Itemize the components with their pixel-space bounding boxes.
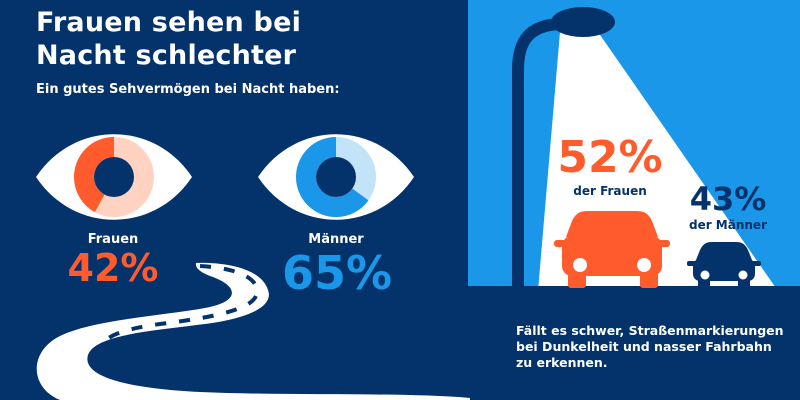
label-women: der Frauen bbox=[573, 184, 647, 198]
note-text: Fällt es schwer, Straßenmarkierungen bei… bbox=[516, 323, 786, 371]
streetlight-illustration bbox=[468, 7, 800, 291]
title-line-1: Frauen sehen bei bbox=[36, 7, 302, 38]
note-line-1: Fällt es schwer, Straßenmarkierungen bbox=[516, 323, 784, 338]
eye-maenner bbox=[256, 128, 416, 230]
value-women: 52% bbox=[557, 132, 663, 183]
page-title: Frauen sehen bei Nacht schlechter bbox=[36, 6, 301, 72]
subtitle: Ein gutes Sehvermögen bei Nacht haben: bbox=[36, 82, 340, 97]
eye-frauen bbox=[34, 128, 194, 230]
note-line-3: zu erkennen. bbox=[516, 355, 608, 370]
note-line-2: bei Dunkelheit und nasser Fahrbahn bbox=[516, 339, 772, 354]
car-icon-men bbox=[687, 242, 761, 288]
eye-icon bbox=[36, 134, 192, 220]
value-frauen: 42% bbox=[67, 246, 159, 290]
eye-label-maenner: Männer bbox=[308, 232, 364, 247]
car-icon-women bbox=[554, 211, 670, 288]
streetlight-panel: 52% der Frauen 43% der Männer bbox=[468, 0, 800, 291]
eye-icon bbox=[258, 134, 414, 220]
eye-label-frauen: Frauen bbox=[87, 232, 139, 247]
value-maenner: 65% bbox=[281, 246, 393, 300]
value-men: 43% bbox=[689, 180, 767, 218]
label-men: der Männer bbox=[688, 218, 767, 232]
title-line-2: Nacht schlechter bbox=[36, 40, 297, 71]
